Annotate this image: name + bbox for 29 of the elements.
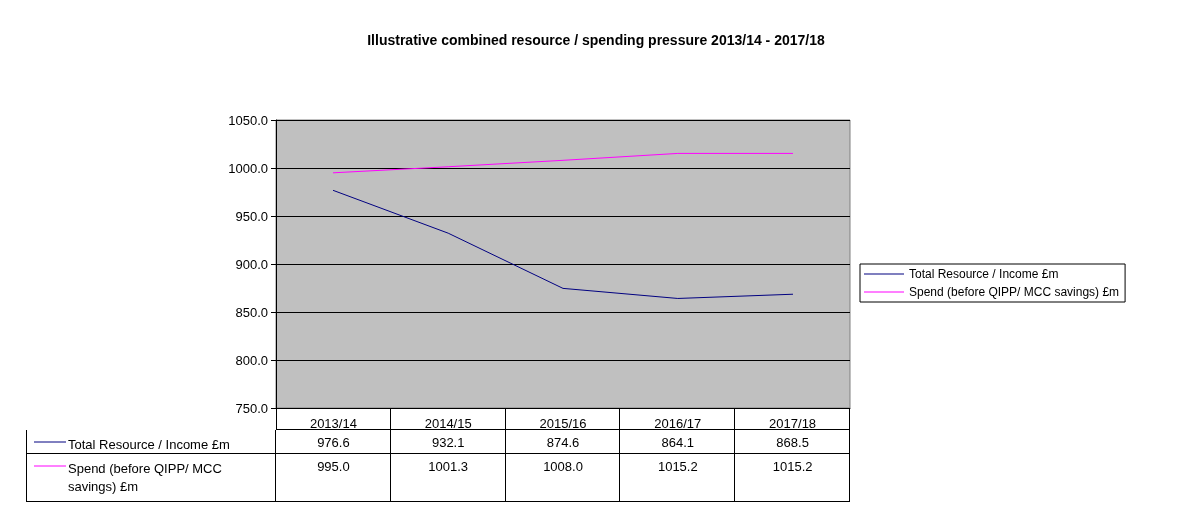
data-label: 995.0: [317, 458, 350, 474]
y-tick-label: 750.0: [235, 400, 268, 416]
legend-label: Total Resource / Income £m: [909, 267, 1059, 281]
y-tick-label: 1050.0: [228, 112, 268, 128]
data-label: 868.5: [776, 434, 809, 450]
data-label: 1001.3: [428, 458, 469, 474]
data-label: 864.1: [661, 434, 695, 450]
y-tick-label: 900.0: [235, 256, 268, 272]
data-label: 1015.2: [657, 458, 698, 474]
y-tick-label: 850.0: [235, 304, 268, 320]
data-label: 932.1: [431, 434, 465, 450]
data-label: 874.6: [546, 434, 580, 450]
x-tick-label: 2016/17: [654, 416, 702, 431]
x-tick-label: 2013/14: [309, 416, 357, 431]
line-series: [332, 189, 794, 299]
y-tick-label: 800.0: [235, 352, 268, 368]
x-tick-label: 2017/18: [769, 416, 817, 431]
x-tick-label: 2015/16: [539, 416, 587, 431]
text: Spend (before QIPP/ MCC savings) £m: [68, 460, 222, 494]
line-series: [332, 152, 794, 174]
x-tick-label: 2014/15: [424, 416, 472, 431]
data-label: 976.6: [317, 434, 350, 450]
y-tick-label: 950.0: [235, 208, 268, 224]
text: Total Resource / Income £m: [68, 436, 230, 452]
chart-title: Illustrative combined resource / spending pressure 2013/14 - 2017/18: [367, 32, 825, 48]
y-tick-label: 1000.0: [228, 160, 268, 176]
data-label: 1015.2: [772, 458, 813, 474]
legend-label: Spend (before QIPP/ MCC savings) £m: [909, 285, 1120, 299]
data-label: 1008.0: [543, 458, 583, 474]
